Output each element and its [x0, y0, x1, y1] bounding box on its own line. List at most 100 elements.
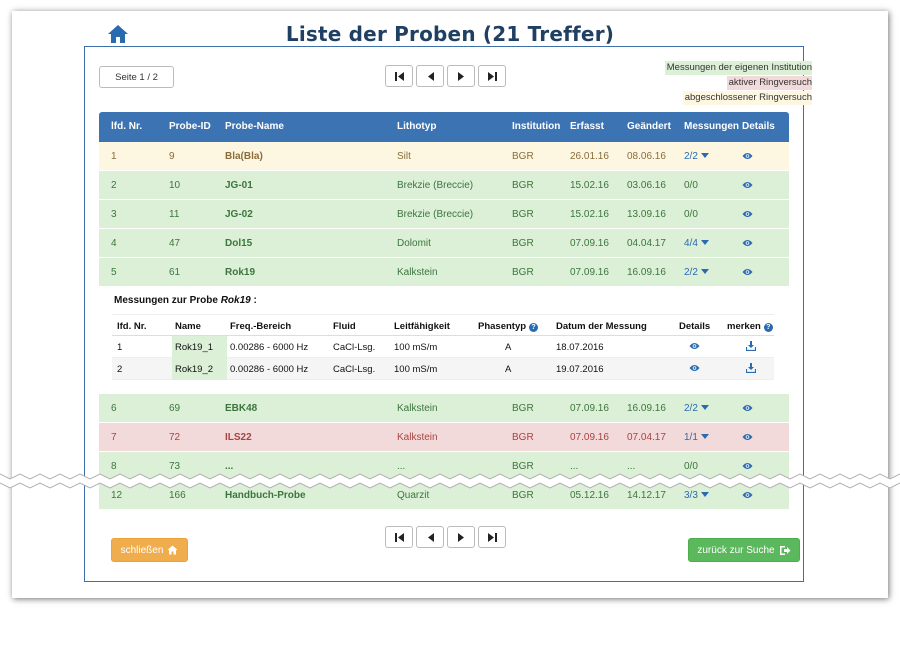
cell-id: 10 — [169, 180, 181, 191]
last-page-button[interactable] — [478, 65, 506, 87]
cell-litho: Kalkstein — [397, 432, 438, 443]
measurements-toggle[interactable]: 2/2 — [684, 267, 709, 278]
table-row[interactable]: 1 9 Bla(Bla) Silt BGR 26.01.16 08.06.16 2/2 — [99, 142, 789, 171]
back-to-search-button[interactable]: zurück zur Suche — [688, 538, 800, 562]
eye-icon[interactable] — [742, 491, 753, 499]
legend-active-ringtest: aktiver Ringversuch — [726, 76, 812, 90]
eye-icon[interactable] — [742, 404, 753, 412]
table-row[interactable]: 2 10 JG-01 Brekzie (Breccie) BGR 15.02.16 03.0… — [99, 171, 789, 200]
cell-id: 73 — [169, 461, 181, 472]
cell-erfasst: 26.01.16 — [570, 151, 609, 162]
eye-icon[interactable] — [742, 239, 753, 247]
next-page-button[interactable] — [447, 526, 475, 548]
cell-erfasst: 07.09.16 — [570, 267, 609, 278]
measurements-toggle[interactable]: 3/3 — [684, 490, 709, 501]
legend-finished-ringtest: abgeschlossener Ringversuch — [682, 91, 812, 105]
table-row[interactable]: 7 72 ILS22 Kalkstein BGR 07.09.16 07.04.17 1/1 — [99, 423, 789, 452]
measurements-count: 0/0 — [684, 180, 698, 191]
cell-name: Handbuch-Probe — [225, 490, 306, 501]
cell-litho: Kalkstein — [397, 403, 438, 414]
table-row[interactable]: 5 61 Rok19 Kalkstein BGR 07.09.16 16.09.16 2/2 — [99, 258, 789, 287]
cell-inst: BGR — [512, 490, 534, 501]
cell-litho: Silt — [397, 151, 411, 162]
col-erfasst[interactable]: Erfasst — [570, 121, 604, 132]
col-geaendert[interactable]: Geändert — [627, 121, 671, 132]
cell-geaendert: 14.12.17 — [627, 490, 666, 501]
measurement-row[interactable]: 1 Rok19_1 0.00286 - 6000 Hz CaCl-Lsg. 100 mS… — [112, 336, 774, 358]
eye-icon[interactable] — [742, 462, 753, 470]
sub-cell-phase: A — [505, 342, 512, 353]
prev-page-button[interactable] — [416, 526, 444, 548]
col-probe-id[interactable]: Probe-ID — [169, 121, 211, 132]
cell-nr: 12 — [111, 490, 123, 501]
sign-out-icon — [779, 545, 791, 555]
caret-down-icon — [700, 434, 709, 439]
cell-name: Dol15 — [225, 238, 253, 249]
download-icon[interactable] — [745, 363, 757, 376]
eye-icon[interactable] — [742, 152, 753, 160]
legend-own-institution: Messungen der eigenen Institution — [664, 61, 812, 75]
measurements-toggle[interactable]: 4/4 — [684, 238, 709, 249]
col-nr[interactable]: lfd. Nr. — [111, 121, 143, 132]
eye-icon[interactable] — [689, 342, 700, 350]
measurements-toggle[interactable]: 2/2 — [684, 403, 709, 414]
measurements-toggle[interactable]: 2/2 — [684, 151, 709, 162]
prev-page-button[interactable] — [416, 65, 444, 87]
cell-id: 72 — [169, 432, 181, 443]
help-icon[interactable]: ? — [763, 323, 773, 332]
measurement-row[interactable]: 2 Rok19_2 0.00286 - 6000 Hz CaCl-Lsg. 100 mS… — [112, 358, 774, 380]
cell-erfasst: 07.09.16 — [570, 432, 609, 443]
first-page-icon — [394, 71, 404, 81]
cell-name: ... — [225, 461, 234, 472]
cell-geaendert: 03.06.16 — [627, 180, 666, 191]
measurements-toggle[interactable]: 0/0 — [684, 209, 698, 220]
cell-erfasst: 05.12.16 — [570, 490, 609, 501]
eye-icon[interactable] — [689, 364, 700, 372]
col-probe-name[interactable]: Probe-Name — [225, 121, 284, 132]
eye-icon[interactable] — [742, 210, 753, 218]
table-row[interactable]: 3 11 JG-02 Brekzie (Breccie) BGR 15.02.16 13.0… — [99, 200, 789, 229]
cell-id: 47 — [169, 238, 181, 249]
measurements-count: 0/0 — [684, 209, 698, 220]
first-page-button[interactable] — [385, 65, 413, 87]
table-row[interactable]: 6 69 EBK48 Kalkstein BGR 07.09.16 16.09.16 2/2 — [99, 394, 789, 423]
measurements-toggle[interactable]: 0/0 — [684, 180, 698, 191]
col-lithotyp[interactable]: Lithotyp — [397, 121, 437, 132]
measurements-toggle[interactable]: 1/1 — [684, 432, 709, 443]
sub-col-datum: Datum der Messung — [556, 321, 647, 332]
cell-nr: 8 — [111, 461, 117, 472]
table-row[interactable]: 4 47 Dol15 Dolomit BGR 07.09.16 04.04.17 4/4 — [99, 229, 789, 258]
sub-cell-freq: 0.00286 - 6000 Hz — [230, 342, 309, 353]
measurements-toggle[interactable]: 0/0 — [684, 461, 698, 472]
rows-bottom: 6 69 EBK48 Kalkstein BGR 07.09.16 16.09.16 2/2 7… — [99, 394, 789, 510]
last-page-icon — [487, 71, 497, 81]
cell-inst: BGR — [512, 267, 534, 278]
first-page-icon — [394, 532, 404, 542]
col-details[interactable]: Details — [742, 121, 775, 132]
prev-page-icon — [427, 71, 434, 81]
subpanel-title-sample: Rok19 — [220, 295, 251, 306]
sub-cell-nr: 1 — [117, 342, 123, 353]
last-page-button[interactable] — [478, 526, 506, 548]
first-page-button[interactable] — [385, 526, 413, 548]
cell-inst: BGR — [512, 151, 534, 162]
cell-geaendert: 13.09.16 — [627, 209, 666, 220]
subpanel-title-suffix: : — [253, 295, 257, 306]
cell-inst: BGR — [512, 209, 534, 220]
next-page-button[interactable] — [447, 65, 475, 87]
download-icon[interactable] — [745, 341, 757, 354]
eye-icon[interactable] — [742, 433, 753, 441]
col-institution[interactable]: Institution — [512, 121, 561, 132]
sub-col-phasentyp-label: Phasentyp — [478, 321, 527, 332]
col-messungen[interactable]: Messungen — [684, 121, 740, 132]
cell-id: 11 — [169, 209, 180, 220]
home-icon[interactable] — [107, 23, 129, 45]
eye-icon[interactable] — [742, 181, 753, 189]
close-button[interactable]: schließen — [111, 538, 188, 562]
sub-cell-nr: 2 — [117, 364, 123, 375]
help-icon[interactable]: ? — [529, 323, 539, 332]
eye-icon[interactable] — [742, 268, 753, 276]
sub-col-merken-label: merken — [727, 321, 761, 332]
cell-litho: Quarzit — [397, 490, 430, 501]
page-indicator: Seite 1 / 2 — [99, 66, 174, 88]
